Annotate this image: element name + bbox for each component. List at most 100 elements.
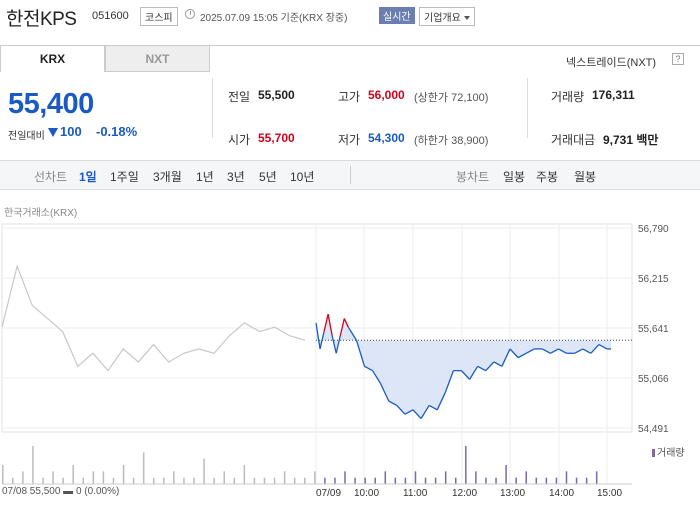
volume-bar bbox=[283, 471, 286, 484]
today-price-segment bbox=[598, 344, 608, 350]
today-price-segment bbox=[404, 409, 414, 415]
company-overview-button[interactable]: 기업개요 bbox=[419, 7, 475, 26]
period-3y[interactable]: 3년 bbox=[227, 170, 245, 184]
volume-bar bbox=[495, 477, 497, 484]
volume-swatch bbox=[652, 449, 655, 458]
y-tick-label: 56,790 bbox=[638, 224, 669, 235]
volume-bar bbox=[384, 471, 387, 484]
prev-value: 55,500 bbox=[258, 88, 295, 102]
volume-bar bbox=[304, 477, 306, 484]
today-price-segment bbox=[327, 314, 333, 336]
volume-legend: 거래량 bbox=[652, 444, 685, 459]
volume-bar bbox=[414, 471, 417, 484]
low-label: 저가 bbox=[338, 133, 361, 147]
volume-bar bbox=[324, 477, 326, 484]
realtime-badge: 실시간 bbox=[379, 7, 415, 24]
volume-bar bbox=[293, 477, 296, 484]
volume-bar bbox=[505, 465, 507, 484]
tab-nxt[interactable]: NXT bbox=[105, 45, 210, 72]
volume-bar bbox=[223, 471, 225, 484]
period-10y[interactable]: 10년 bbox=[290, 170, 315, 184]
volume-bar bbox=[122, 465, 125, 484]
stock-name: 한전KPS bbox=[6, 9, 77, 30]
help-icon[interactable]: ? bbox=[672, 53, 684, 65]
volume-bar bbox=[424, 477, 427, 484]
x-tick-label: 14:00 bbox=[549, 488, 574, 499]
volume-bar bbox=[142, 452, 145, 484]
volume-bar bbox=[263, 477, 266, 484]
chevron-down-icon bbox=[463, 16, 470, 21]
volume-bar bbox=[485, 477, 487, 484]
volume-value: 176,311 bbox=[592, 88, 635, 102]
x-tick-label: 10:00 bbox=[354, 488, 379, 499]
volume-bar bbox=[404, 477, 407, 484]
today-price-segment bbox=[509, 348, 519, 359]
stats-divider-2 bbox=[527, 78, 528, 138]
today-price-segment bbox=[582, 348, 592, 354]
today-price-segment bbox=[331, 335, 337, 354]
volume-bar bbox=[455, 477, 457, 484]
volume-bar bbox=[62, 477, 64, 484]
volume-bar bbox=[525, 471, 527, 484]
upper-limit: (상한가 72,100) bbox=[414, 92, 489, 104]
today-price-segment bbox=[501, 348, 511, 367]
amount-value: 9,731 백만 bbox=[603, 133, 659, 147]
volume-bar bbox=[344, 471, 346, 484]
company-overview-label: 기업개요 bbox=[424, 13, 461, 24]
period-5y[interactable]: 5년 bbox=[259, 170, 277, 184]
volume-bar bbox=[273, 477, 276, 484]
volume-bar bbox=[32, 446, 34, 484]
x-tick-label: 11:00 bbox=[403, 488, 428, 499]
today-price-segment bbox=[542, 348, 551, 354]
volume-bar bbox=[173, 471, 175, 484]
volume-legend-label: 거래량 bbox=[657, 448, 685, 459]
lower-limit: (하한가 38,900) bbox=[414, 135, 489, 147]
high-label: 고가 bbox=[338, 90, 361, 104]
volume-bar bbox=[72, 465, 74, 484]
volume-bar bbox=[465, 446, 467, 484]
today-price-segment bbox=[380, 383, 390, 402]
period-1w[interactable]: 1주일 bbox=[110, 170, 139, 184]
prev-day-footer: 07/08 55,500 ▬ 0 (0.00%) bbox=[2, 486, 120, 497]
chart-source: 한국거래소(KRX) bbox=[4, 208, 78, 219]
y-tick-label: 55,066 bbox=[638, 374, 669, 385]
volume-bar bbox=[444, 471, 447, 484]
high-value: 56,000 bbox=[368, 88, 405, 102]
volume-bar bbox=[153, 477, 155, 484]
today-price-segment bbox=[477, 365, 487, 372]
today-price-segment bbox=[364, 365, 373, 372]
today-price-segment bbox=[319, 331, 325, 350]
period-daily[interactable]: 일봉 bbox=[503, 170, 526, 184]
current-price: 55,400 bbox=[8, 88, 94, 120]
volume-bar bbox=[183, 477, 185, 484]
today-price-segment bbox=[323, 313, 329, 332]
y-tick-label: 55,641 bbox=[638, 324, 669, 335]
period-1y[interactable]: 1년 bbox=[196, 170, 214, 184]
y-tick-label: 56,215 bbox=[638, 274, 669, 285]
volume-bar bbox=[52, 471, 54, 484]
period-monthly[interactable]: 월봉 bbox=[574, 170, 597, 184]
volume-bar bbox=[314, 471, 316, 484]
today-price-segment bbox=[436, 392, 446, 411]
today-price-segment bbox=[493, 361, 503, 367]
x-tick-label: 12:00 bbox=[452, 488, 477, 499]
today-price-segment bbox=[461, 370, 471, 380]
clock-icon bbox=[185, 9, 195, 19]
price-chart: 56,790 56,215 55,641 55,066 54,491 07/09 10:00… bbox=[1, 223, 669, 499]
today-price-segment bbox=[343, 318, 349, 328]
tab-krx[interactable]: KRX bbox=[0, 45, 105, 72]
volume-bar bbox=[193, 477, 195, 484]
volume-bar bbox=[213, 477, 215, 484]
volume-bar bbox=[374, 477, 376, 484]
volume-bar bbox=[535, 477, 538, 484]
period-3m[interactable]: 3개월 bbox=[153, 170, 182, 184]
period-1d[interactable]: 1일 bbox=[79, 170, 97, 184]
today-price-segment bbox=[412, 409, 422, 419]
today-price-segment bbox=[550, 348, 559, 354]
volume-bar bbox=[253, 477, 256, 484]
line-chart-label: 선차트 bbox=[34, 170, 68, 184]
open-label: 시가 bbox=[228, 133, 251, 147]
today-price-segment bbox=[347, 326, 357, 341]
period-weekly[interactable]: 주봉 bbox=[536, 170, 559, 184]
volume-bar bbox=[394, 477, 397, 484]
